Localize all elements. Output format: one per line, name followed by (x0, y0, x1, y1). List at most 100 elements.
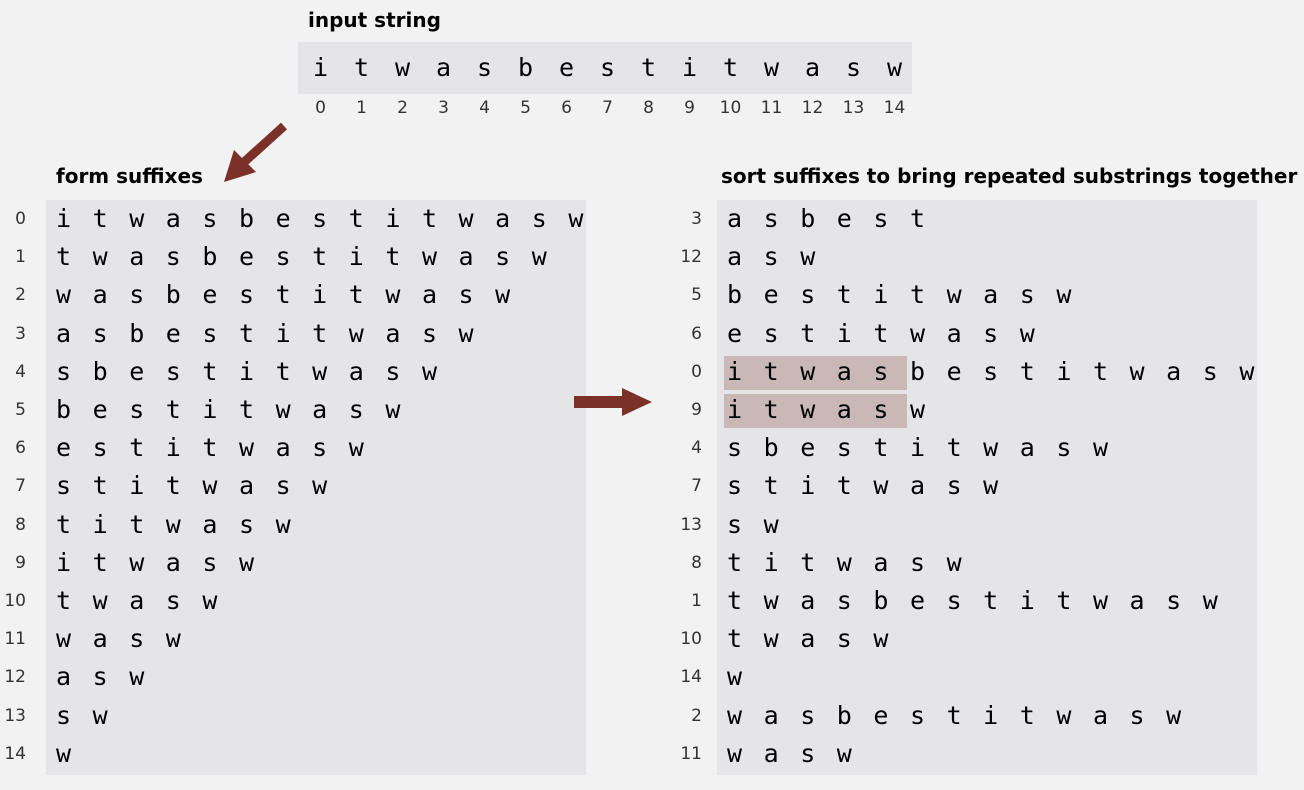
repeated-substring-highlight (724, 394, 907, 429)
suffix-index: 7 (691, 476, 702, 497)
suffix-index: 8 (691, 552, 702, 573)
suffix-index: 6 (15, 438, 26, 459)
input-char: s (476, 53, 493, 82)
input-index: 6 (561, 98, 572, 118)
input-char: i (312, 53, 329, 82)
suffix-index: 0 (691, 361, 702, 382)
suffix-index: 14 (4, 743, 26, 764)
input-index: 9 (684, 98, 695, 118)
input-char: t (640, 53, 657, 82)
suffix-index: 5 (691, 285, 702, 306)
input-index: 8 (643, 98, 654, 118)
suffix-row: w (727, 662, 743, 692)
suffix-index: 11 (680, 743, 702, 764)
input-string-heading: input string (308, 8, 441, 32)
suffix-index: 6 (691, 323, 702, 344)
suffix-index: 10 (680, 629, 702, 650)
input-index: 10 (719, 98, 742, 118)
input-index: 11 (760, 98, 783, 118)
suffix-row: w (56, 738, 72, 768)
suffix-index: 3 (15, 323, 26, 344)
input-char: e (558, 53, 575, 82)
input-string-indices: 0 1 2 3 4 5 6 7 8 9 10 11 12 13 14 (300, 98, 914, 122)
input-char: b (517, 53, 534, 82)
suffix-index: 1 (15, 247, 26, 268)
input-char: s (599, 53, 616, 82)
suffix-index: 0 (15, 209, 26, 229)
right-arrow-icon (574, 388, 652, 416)
suffix-index: 9 (15, 552, 26, 573)
sorted-suffixes-panel (717, 200, 1257, 775)
form-suffixes-heading: form suffixes (56, 164, 203, 188)
suffix-index: 5 (15, 400, 26, 420)
input-char: w (763, 53, 780, 82)
input-index: 7 (602, 98, 613, 118)
suffix-index: 10 (4, 591, 26, 611)
suffix-index: 4 (15, 361, 26, 382)
suffix-index: 12 (680, 247, 702, 268)
input-index: 5 (520, 98, 531, 118)
suffix-index: 3 (691, 209, 702, 229)
input-char: a (435, 53, 452, 82)
sort-suffixes-heading: sort suffixes to bring repeated substrin… (721, 164, 1298, 188)
input-index: 2 (397, 98, 408, 118)
input-index: 0 (315, 98, 326, 118)
sorted-suffixes-list: 3 a s b e s t 12 a s w 5 b e s t i t w a s w 6 e s t i t w a s w 0 i t w a s b… (660, 200, 1304, 775)
suffix-index: 7 (15, 476, 26, 497)
suffix-index: 9 (691, 400, 702, 420)
input-char: t (722, 53, 739, 82)
input-index: 14 (883, 98, 906, 118)
input-index: 13 (842, 98, 865, 118)
input-index: 3 (438, 98, 449, 118)
input-char: i (681, 53, 698, 82)
input-char: w (886, 53, 903, 82)
suffix-index: 4 (691, 438, 702, 459)
suffixes-panel (46, 200, 586, 775)
suffix-index: 1 (691, 591, 702, 611)
suffix-index: 2 (15, 285, 26, 306)
input-char: a (804, 53, 821, 82)
suffix-index: 14 (680, 667, 702, 688)
input-char: s (845, 53, 862, 82)
input-index: 1 (356, 98, 367, 118)
suffix-index: 12 (4, 667, 26, 688)
suffix-index: 8 (15, 514, 26, 535)
suffix-index: 13 (4, 705, 26, 726)
input-index: 4 (479, 98, 490, 118)
input-index: 12 (801, 98, 824, 118)
down-left-arrow-icon (224, 122, 288, 182)
input-char: t (353, 53, 370, 82)
suffix-index: 2 (691, 705, 702, 726)
suffix-index: 13 (680, 514, 702, 535)
